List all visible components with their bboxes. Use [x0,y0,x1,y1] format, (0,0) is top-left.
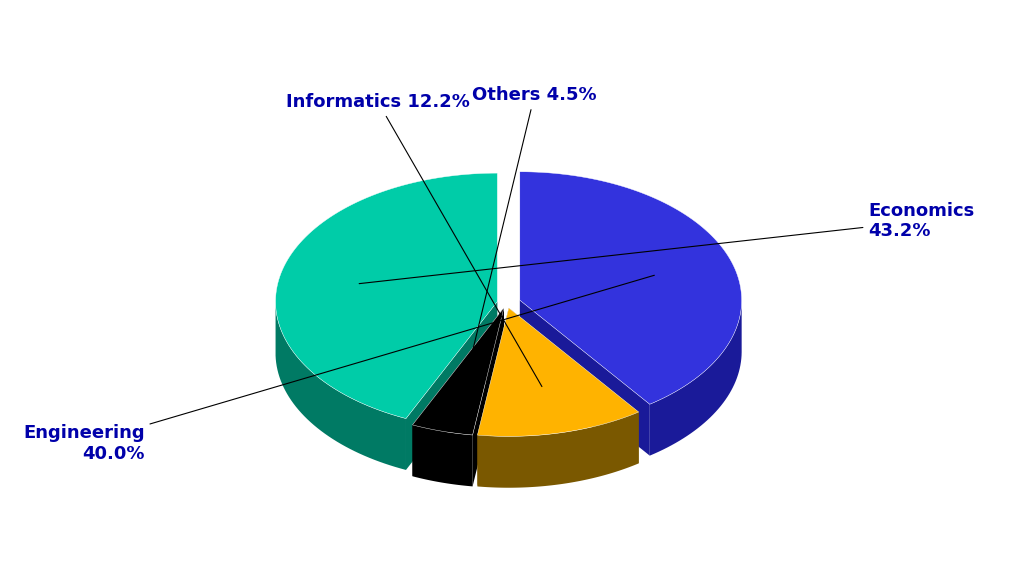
Polygon shape [406,301,497,470]
Polygon shape [412,308,504,476]
Polygon shape [478,308,638,436]
Polygon shape [275,304,406,470]
Polygon shape [650,301,742,456]
Polygon shape [520,300,650,456]
Polygon shape [478,412,638,488]
Polygon shape [412,425,473,487]
Polygon shape [275,173,497,418]
Text: Engineering
40.0%: Engineering 40.0% [23,275,655,463]
Polygon shape [412,308,504,435]
Polygon shape [520,172,742,404]
Polygon shape [478,308,508,487]
Polygon shape [473,308,504,487]
Text: Informatics 12.2%: Informatics 12.2% [286,93,542,386]
Polygon shape [508,308,638,463]
Text: Economics
43.2%: Economics 43.2% [359,201,975,283]
Text: Others 4.5%: Others 4.5% [464,86,596,385]
